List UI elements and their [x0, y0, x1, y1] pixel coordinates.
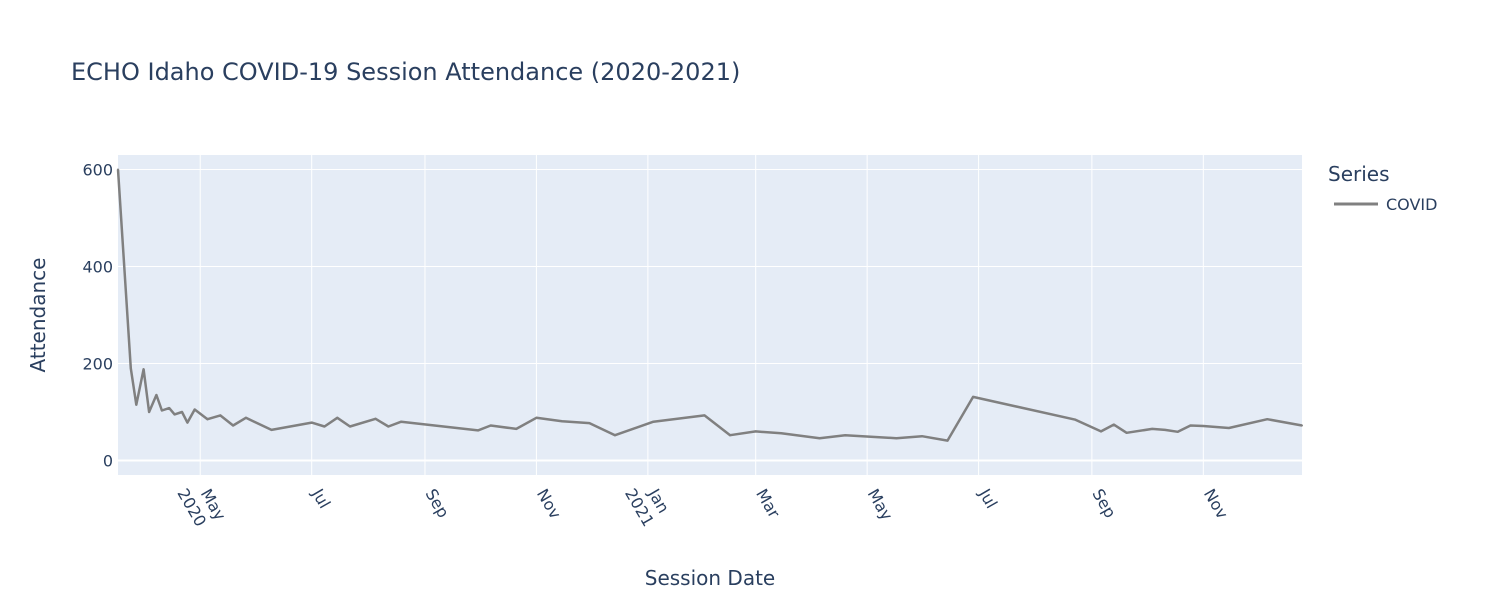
y-gridlines — [118, 169, 1302, 462]
data-point[interactable] — [160, 409, 163, 412]
plot-area — [118, 155, 1302, 475]
series-line-covid[interactable] — [116, 169, 1303, 442]
data-point[interactable] — [1151, 427, 1154, 430]
data-point[interactable] — [336, 416, 339, 419]
data-point[interactable] — [142, 368, 145, 371]
data-point[interactable] — [1112, 423, 1115, 426]
data-point[interactable] — [1189, 424, 1192, 427]
data-point[interactable] — [219, 414, 222, 417]
data-point[interactable] — [972, 395, 975, 398]
data-point[interactable] — [387, 425, 390, 428]
data-point[interactable] — [844, 434, 847, 437]
x-tick-label: May — [864, 486, 897, 524]
series-layer — [116, 168, 1303, 442]
x-tick-label: Jan2021 — [621, 475, 675, 530]
data-point[interactable] — [374, 417, 377, 420]
legend-title: Series — [1328, 162, 1390, 186]
data-point[interactable] — [1266, 418, 1269, 421]
data-point[interactable] — [400, 420, 403, 423]
data-point[interactable] — [135, 403, 138, 406]
data-point[interactable] — [1301, 424, 1303, 427]
data-point[interactable] — [535, 416, 538, 419]
data-point[interactable] — [186, 421, 189, 424]
x-gridlines — [199, 155, 1204, 475]
data-point[interactable] — [168, 407, 171, 410]
data-point[interactable] — [193, 408, 196, 411]
data-point[interactable] — [946, 439, 949, 442]
data-point[interactable] — [780, 432, 783, 435]
data-point[interactable] — [1074, 418, 1077, 421]
data-point[interactable] — [1125, 431, 1128, 434]
legend-label-covid[interactable]: COVID — [1386, 195, 1437, 214]
data-point[interactable] — [561, 420, 563, 423]
x-tick-label: Nov — [1200, 486, 1232, 523]
data-point[interactable] — [921, 435, 923, 438]
y-tick-labels: 0 200 400 600 — [82, 161, 113, 471]
data-point[interactable] — [148, 411, 151, 413]
x-tick-label: Jul — [308, 485, 335, 512]
x-tick-label: Sep — [1088, 486, 1120, 522]
data-point[interactable] — [206, 418, 209, 421]
data-point[interactable] — [129, 367, 132, 370]
x-tick-label: Mar — [752, 486, 784, 522]
chart-title: ECHO Idaho COVID-19 Session Attendance (… — [71, 58, 740, 86]
data-point[interactable] — [477, 429, 479, 432]
data-point[interactable] — [489, 424, 492, 427]
data-point[interactable] — [310, 421, 313, 424]
legend: Series COVID — [1328, 162, 1437, 214]
data-point[interactable] — [895, 437, 898, 440]
data-point[interactable] — [173, 413, 176, 416]
data-point[interactable] — [1176, 430, 1179, 433]
y-axis-title: Attendance — [26, 258, 50, 373]
x-tick-label: Sep — [421, 486, 453, 522]
data-point[interactable] — [232, 424, 235, 427]
data-point[interactable] — [270, 428, 273, 431]
x-tick-label: Nov — [533, 486, 565, 523]
x-tick-label: Jul — [975, 485, 1002, 512]
x-tick-label: May2020 — [173, 475, 229, 534]
data-point[interactable] — [729, 434, 732, 437]
data-point[interactable] — [117, 168, 119, 171]
data-point[interactable] — [515, 427, 518, 430]
data-point[interactable] — [588, 422, 591, 425]
y-tick-label: 400 — [82, 258, 113, 277]
data-point[interactable] — [754, 430, 757, 433]
data-point[interactable] — [652, 420, 655, 423]
data-point[interactable] — [614, 434, 616, 437]
data-point[interactable] — [181, 411, 183, 413]
x-axis-title: Session Date — [645, 566, 775, 590]
data-point[interactable] — [1202, 425, 1205, 427]
data-point[interactable] — [818, 437, 821, 440]
data-point[interactable] — [703, 414, 706, 417]
x-tick-labels: May2020 Jul Sep Nov Jan2021 Mar May Jul Sep Nov — [173, 475, 1232, 534]
data-point[interactable] — [1164, 428, 1166, 431]
y-tick-label: 600 — [82, 161, 113, 180]
data-point[interactable] — [349, 425, 351, 428]
data-point[interactable] — [244, 416, 247, 419]
data-point[interactable] — [155, 394, 158, 396]
y-tick-label: 200 — [82, 354, 113, 373]
data-point[interactable] — [1100, 430, 1102, 433]
data-point[interactable] — [323, 425, 326, 428]
data-point[interactable] — [1227, 427, 1230, 429]
y-tick-label: 0 — [103, 451, 113, 470]
